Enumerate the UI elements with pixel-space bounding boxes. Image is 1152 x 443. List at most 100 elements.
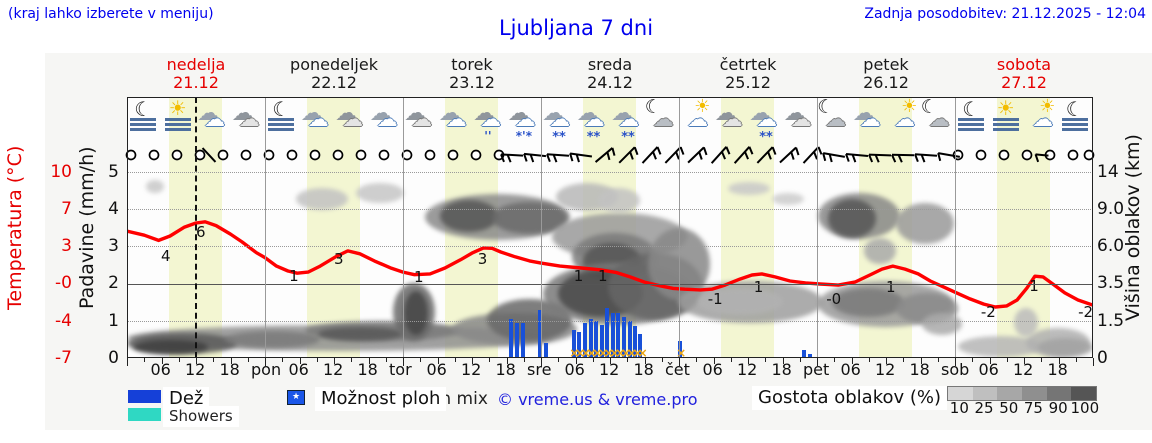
day-date: 25.12 (725, 73, 771, 92)
time-tick (1024, 358, 1025, 364)
rain-bar (615, 313, 620, 358)
weather-icon-moon-cloud: ☾ ☁ (816, 98, 852, 144)
time-tick (903, 358, 905, 362)
frozen-mix-icon: × (580, 346, 591, 358)
cloud-blob (1014, 308, 1038, 337)
weather-icon-cloudy: ☁ ☁ (299, 98, 335, 144)
sun-icon: ☀ (996, 96, 1015, 120)
time-tick (230, 358, 232, 364)
frozen-mix-icon: × (609, 346, 620, 358)
cloud-icon: ☁ (411, 107, 433, 131)
time-tick (178, 358, 180, 362)
rain-bar (807, 353, 812, 358)
weather-icon-snow: ☁ ☁ ** (540, 98, 576, 145)
showers-legend-swatch (128, 408, 161, 421)
weather-icon-moon-fog: ☾ (264, 98, 300, 144)
rain-bar (638, 333, 642, 358)
current-time-line (195, 97, 197, 358)
time-tick (799, 358, 801, 362)
frozen-mix-icon: × (637, 346, 648, 358)
rain-bar (605, 307, 609, 358)
cloud-icon: ☁ (618, 107, 640, 131)
rain-bar (538, 309, 543, 358)
day-date: 24.12 (587, 73, 633, 92)
snow-flakes-icon: ** (621, 130, 635, 145)
cloud-icon: ☁ (549, 107, 571, 131)
last-update: Zadnja posodobitev: 21.12.2025 - 12:04 (864, 6, 1146, 22)
cloud-axis-label: Višina oblakov (km) (1122, 134, 1144, 321)
cloud-blob (318, 327, 403, 341)
time-tick (403, 358, 404, 366)
fog-icon (268, 118, 295, 121)
hour-label: 18 (909, 360, 930, 379)
cloud-icon: ☁ (576, 101, 599, 126)
time-tick (1006, 358, 1008, 362)
gridline (127, 246, 1093, 248)
temp-axis-label: Temperatura (°C) (4, 145, 26, 310)
time-tick (955, 358, 956, 366)
rain-bar (594, 320, 599, 358)
cloud-icon: ☁ (369, 101, 392, 126)
temp-value-label: -2 (980, 302, 996, 321)
cloud-blob (598, 188, 640, 213)
fog-icon (268, 123, 295, 126)
weather-icon-rain: ☁ ☁ '' (471, 98, 507, 144)
cloud-icon: ☁ (611, 101, 634, 126)
time-tick (196, 358, 197, 364)
cloud-blob (296, 188, 348, 210)
temp-axis-tick: 10 (50, 162, 72, 182)
rain-bar (621, 317, 626, 358)
cloud-icon: ☁ (445, 107, 467, 131)
cloud-blob (828, 199, 876, 238)
time-tick (351, 358, 353, 362)
day-abbrev-label: tor (389, 360, 412, 379)
temp-value-label: -2 (1078, 302, 1093, 321)
snow-flakes-icon: ** (759, 130, 773, 145)
time-tick (610, 358, 611, 364)
weather-icon-sun-fog: ☀ (161, 98, 197, 144)
cloud-icon: ☁ (204, 107, 226, 131)
weather-icon-snow: ☁ ☁ ** (609, 98, 645, 145)
time-tick (420, 358, 422, 362)
time-tick (506, 358, 508, 364)
temp-value-label: 1 (413, 268, 424, 287)
density-step (1022, 387, 1047, 400)
fog-icon (164, 123, 191, 126)
day-name: petek (863, 55, 909, 74)
frozen-mix-icon: × (603, 346, 614, 358)
temp-value-label: 1 (886, 278, 896, 297)
cloud-blob (404, 291, 428, 335)
weather-icon-sun-cloud: ☀ ☁ (678, 98, 714, 144)
fog-icon (130, 118, 157, 121)
day-date: 27.12 (1001, 73, 1047, 92)
hour-label: 12 (323, 360, 344, 379)
day-name: sobota (996, 55, 1052, 74)
copyright-link[interactable]: © vreme.us & vreme.pro (497, 390, 698, 409)
gridline (127, 172, 1093, 173)
time-tick (868, 358, 870, 362)
weather-icon-overcast: ☁ ☁ (230, 98, 266, 144)
time-tick (472, 358, 473, 364)
time-tick (627, 358, 629, 362)
density-step (997, 387, 1023, 400)
sleet-icon: *'* (515, 129, 532, 143)
frozen-mix-icon: × (615, 346, 626, 358)
frozen-mix-icon: × (574, 346, 585, 358)
density-step (972, 387, 998, 400)
hour-label: 06 (288, 360, 309, 379)
time-tick (817, 358, 818, 366)
hour-label: 18 (357, 360, 378, 379)
frozen-mix-icon: × (626, 346, 637, 358)
fog-icon (1061, 118, 1088, 121)
hour-label: 12 (875, 360, 896, 379)
cloud-icon: ☁ (197, 101, 220, 126)
cloud-blob (958, 336, 1043, 357)
cloud-blob (864, 238, 896, 264)
frozen-mix-icon: × (620, 346, 631, 358)
time-tick (713, 358, 715, 364)
rain-bar (577, 331, 581, 358)
day-separator (265, 97, 266, 358)
sun-icon: ☀ (1039, 96, 1056, 117)
temp-axis-tick: -4 (55, 311, 72, 331)
